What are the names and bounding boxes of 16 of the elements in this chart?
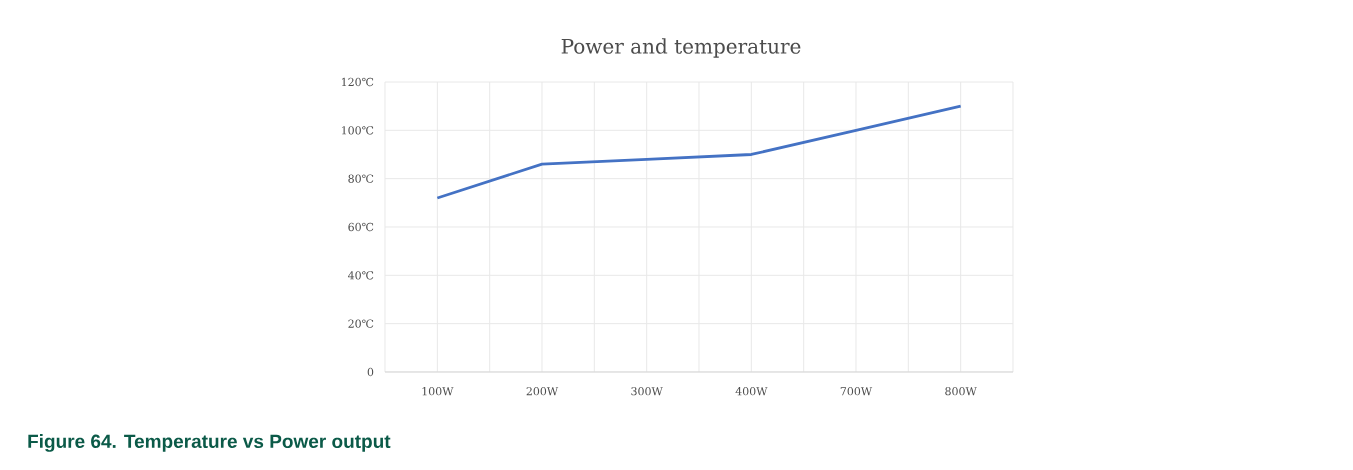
x-tick-label: 700W <box>840 387 873 396</box>
x-tick-label: 400W <box>735 387 768 396</box>
y-tick-label: 20℃ <box>348 319 374 328</box>
x-tick-label: 800W <box>945 387 977 396</box>
caption: Figure 64. Temperature vs Power output <box>28 434 391 452</box>
y-tick-label: 80℃ <box>348 174 374 183</box>
y-tick-label: 100℃ <box>342 126 374 135</box>
y-tick-label: 120℃ <box>342 77 374 87</box>
y-tick-label: 60℃ <box>348 222 374 232</box>
chart-title: Power and temperature <box>561 38 801 58</box>
y-tick-label: 40℃ <box>347 271 374 280</box>
x-tick-label: 200W <box>526 387 559 396</box>
x-tick-label: 300W <box>631 387 663 396</box>
x-tick-label: 100W <box>422 387 454 396</box>
y-tick-label: 0 <box>367 367 374 377</box>
line-series <box>435 104 963 200</box>
